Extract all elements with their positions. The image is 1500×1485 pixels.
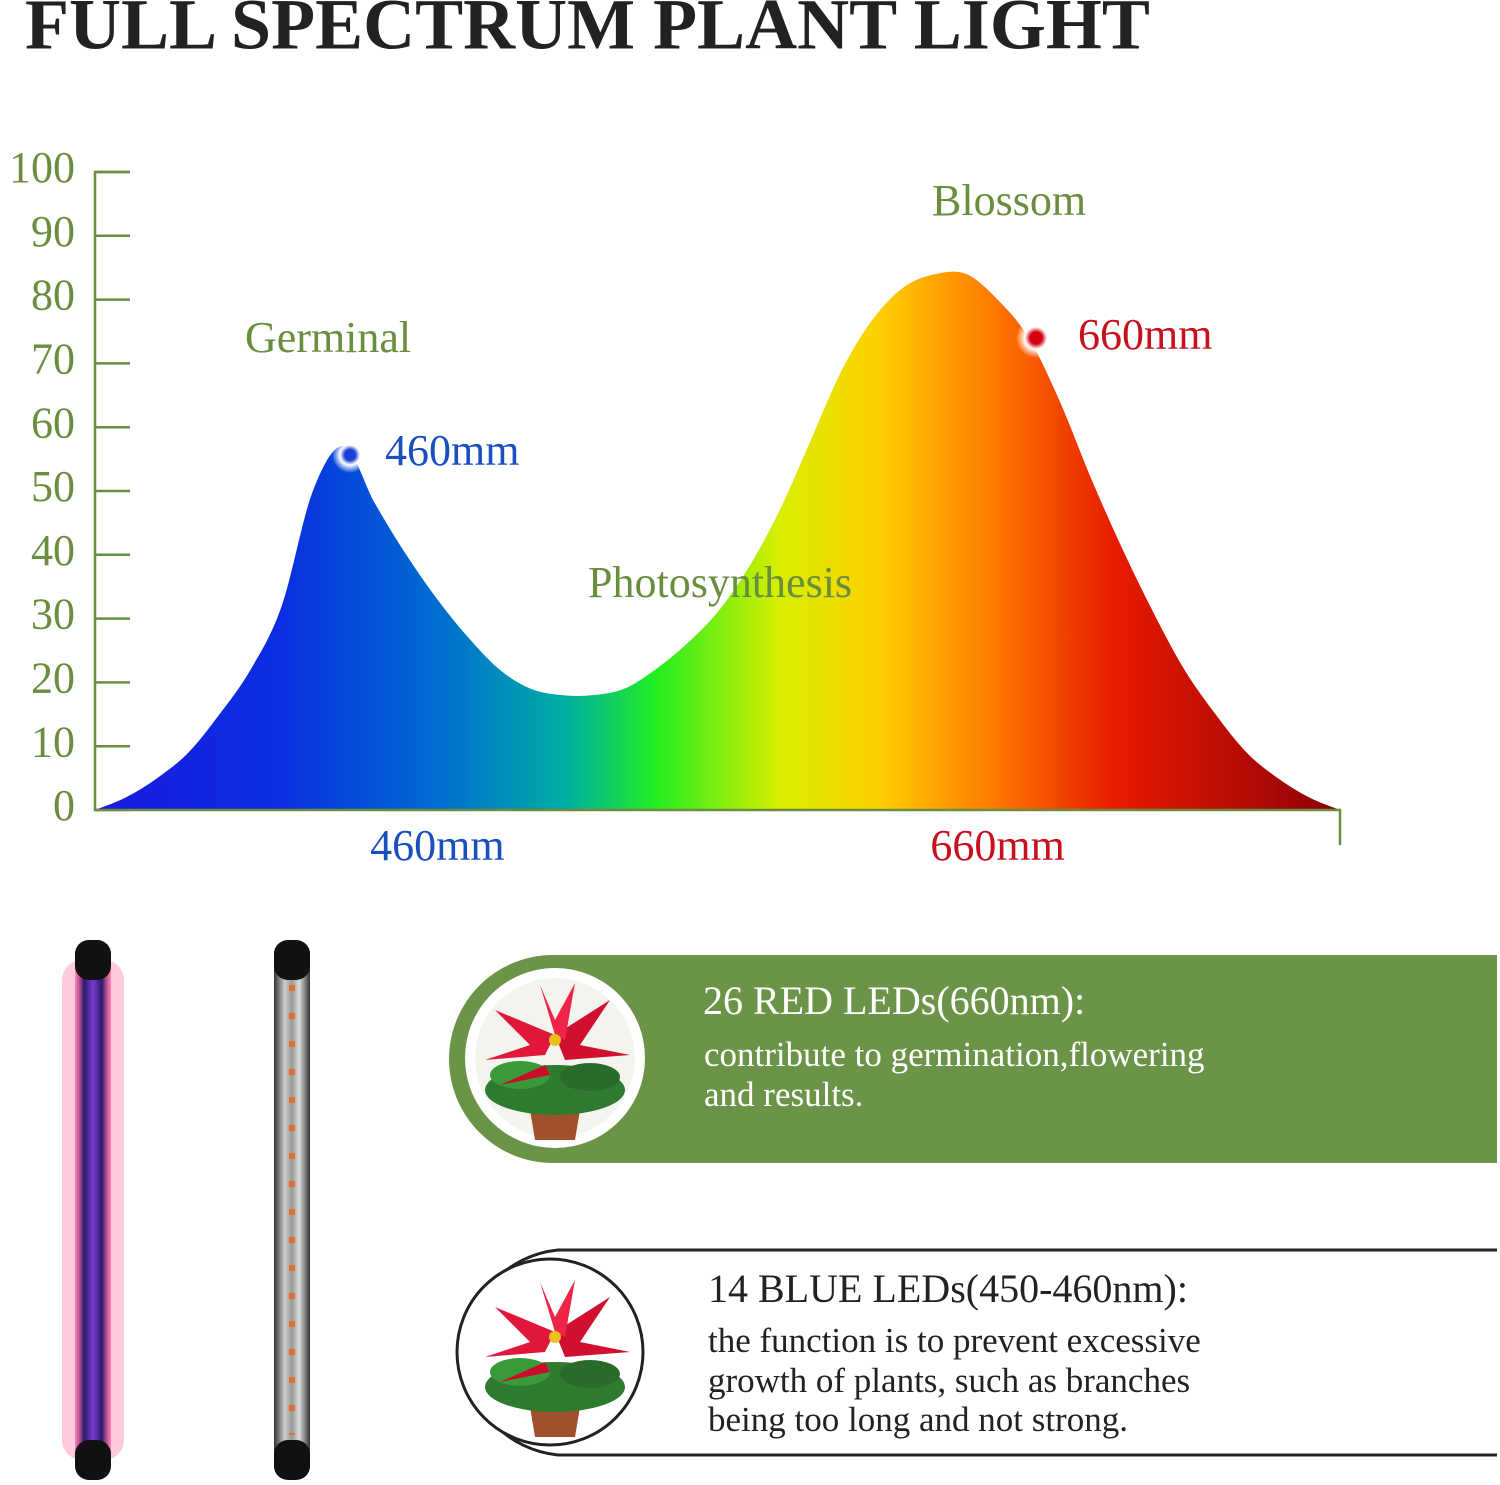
y-tick-label: 30 [31, 590, 75, 639]
y-tick-label: 0 [53, 781, 75, 830]
annotation: 660mm [1078, 310, 1212, 359]
panel-text: growth of plants, such as branches [708, 1361, 1190, 1400]
annotation: 460mm [385, 426, 519, 475]
y-tick-label: 20 [31, 653, 75, 702]
y-tick-label: 80 [31, 271, 75, 320]
y-tick-label: 70 [31, 334, 75, 383]
x-tick-label: 460mm [370, 821, 504, 870]
y-tick-label: 10 [31, 717, 75, 766]
panel-text: the function is to prevent excessive [708, 1321, 1201, 1360]
panel-title: 26 RED LEDs(660nm): [703, 978, 1085, 1023]
spectrum-area [95, 271, 1340, 810]
y-tick-label: 40 [31, 526, 75, 575]
panel [449, 955, 1497, 1163]
annotation: Germinal [245, 313, 411, 362]
y-tick-label: 50 [31, 462, 75, 511]
marker-460 [332, 437, 368, 473]
led-tube [62, 940, 124, 1480]
panel-text: being too long and not strong. [708, 1400, 1128, 1439]
x-tick-label: 660mm [930, 821, 1064, 870]
y-tick-label: 90 [31, 207, 75, 256]
marker-660 [1016, 318, 1056, 358]
chart: 0 10 20 30 40 50 60 70 80 90 100 460mm 660mm [9, 143, 1340, 870]
y-tick-label: 100 [9, 143, 75, 192]
panel-title: 14 BLUE LEDs(450-460nm): [708, 1266, 1188, 1311]
annotation: Blossom [932, 176, 1086, 225]
led-tube [274, 940, 310, 1480]
panel-text: and results. [704, 1075, 863, 1114]
panel-text: contribute to germination,flowering [704, 1035, 1205, 1074]
axis-line [93, 170, 1342, 845]
annotation: Photosynthesis [588, 558, 852, 607]
chart-title: FULL SPECTRUM PLANT LIGHT [25, 0, 1150, 65]
y-tick-label: 60 [31, 398, 75, 447]
